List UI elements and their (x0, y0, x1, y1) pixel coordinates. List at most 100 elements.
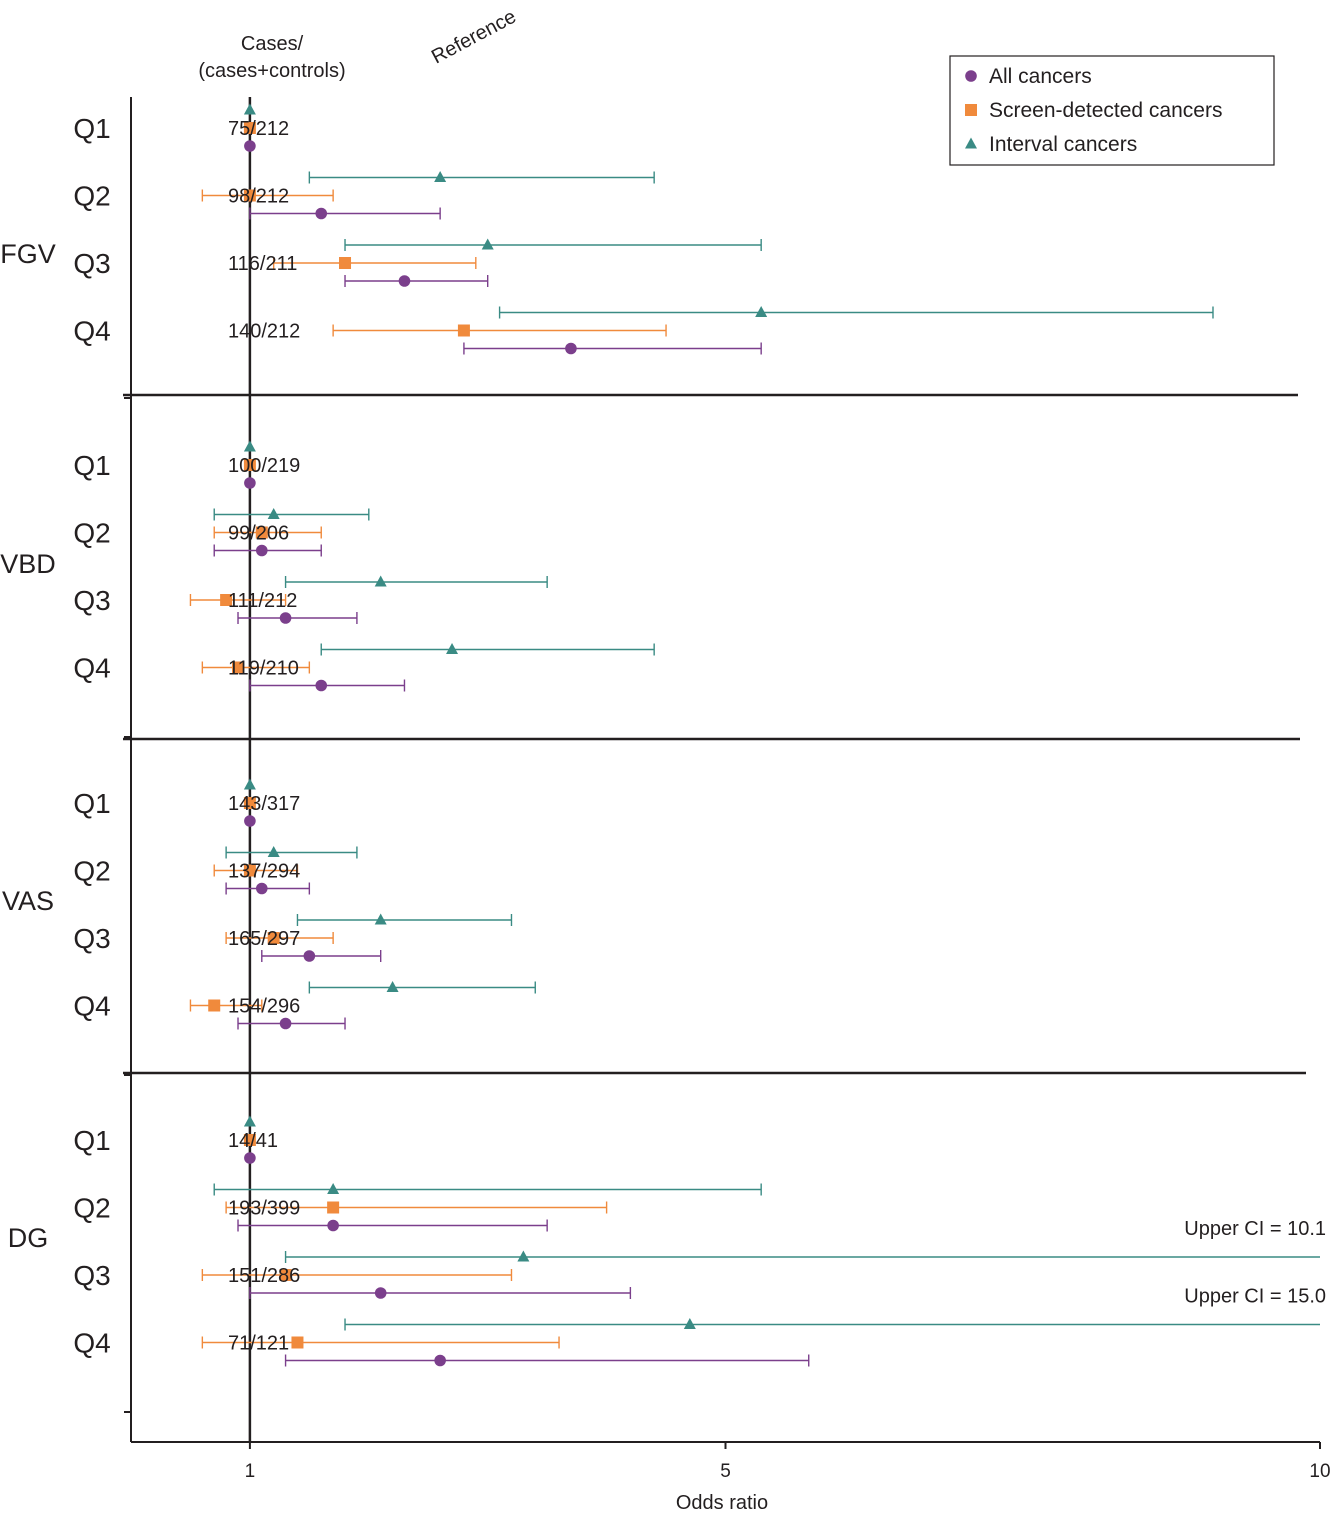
screen-detected-point (267, 932, 280, 944)
x-tick-label: 10 (1309, 1461, 1330, 1482)
case-count-label: 165/297 (228, 928, 300, 950)
quartile-label: Q2 (73, 518, 110, 549)
all-cancers-point (315, 679, 328, 692)
all-cancers-point (303, 950, 316, 962)
screen-detected-point (232, 661, 245, 674)
group-label: DG (8, 1223, 49, 1253)
screen-detected-point (339, 257, 352, 269)
screen-detected-point (208, 999, 221, 1012)
interval-cancers-point (327, 1183, 340, 1194)
cases-column-header-line2: (cases+controls) (198, 60, 345, 82)
case-count-label: 111/212 (228, 590, 297, 612)
quartile-label: Q4 (73, 1328, 110, 1359)
screen-detected-point (291, 1336, 304, 1349)
case-count-label: 137/294 (228, 861, 300, 883)
screen-detected-point (243, 864, 256, 877)
case-count-label: 100/219 (228, 455, 300, 477)
screen-detected-point (279, 1269, 292, 1281)
data-marks: Upper CI = 10.1 Upper CI = 15.0 (189, 103, 1326, 1367)
axes: 1 5 10 (124, 97, 1331, 1482)
quartile-label: Q3 (73, 585, 110, 616)
screen-detected-point (243, 189, 256, 202)
all-cancers-point (244, 477, 256, 489)
case-count-label: 116/211 (228, 253, 297, 275)
interval-cancers-point (683, 1318, 696, 1329)
screen-detected-point (243, 797, 256, 809)
case-count-label: 154/296 (228, 996, 300, 1018)
legend-label-interval: Interval cancers (989, 133, 1137, 156)
all-cancers-point (244, 815, 256, 827)
interval-cancers-point (374, 575, 387, 587)
case-count-label: 193/399 (228, 1198, 300, 1220)
case-count-label: 75/212 (228, 118, 289, 140)
all-cancers-point (244, 1152, 256, 1164)
screen-detected-point (243, 1134, 256, 1146)
quartile-label: Q2 (73, 181, 110, 212)
all-cancers-point (327, 1219, 339, 1232)
row-labels: FGV Q1 75/212 Q2 98/212 Q3 116/211 Q4 140/212 VBD… (0, 113, 300, 1359)
screen-detected-point (255, 526, 268, 539)
quartile-label: Q3 (73, 923, 110, 954)
screen-detected-point (243, 122, 256, 134)
legend-label-all: All cancers (989, 65, 1092, 88)
all-cancers-point (255, 882, 268, 895)
case-count-label: 71/121 (228, 1333, 289, 1355)
quartile-label: Q4 (73, 653, 110, 684)
interval-cancers-point (243, 440, 256, 452)
group-separators (123, 393, 1306, 1075)
x-tick-label: 5 (720, 1461, 731, 1482)
case-count-label: 140/212 (228, 321, 300, 343)
cases-column-header-line1: Cases/ (241, 33, 304, 55)
all-cancers-point (374, 1287, 387, 1299)
upper-ci-note: Upper CI = 10.1 (1184, 1218, 1326, 1240)
case-count-label: 98/212 (228, 186, 289, 208)
screen-detected-point (243, 459, 256, 471)
screen-detected-point (965, 104, 977, 116)
all-cancers-point (244, 140, 256, 152)
interval-cancers-point (434, 171, 447, 182)
all-cancers-point (255, 544, 268, 557)
quartile-label: Q2 (73, 1193, 110, 1224)
group-label: FGV (0, 239, 56, 269)
legend: All cancers Screen-detected cancers Interv… (949, 55, 1275, 166)
interval-cancers-point (481, 238, 494, 250)
interval-cancers-point (446, 643, 459, 654)
interval-cancers-point (243, 103, 256, 115)
quartile-label: Q1 (73, 788, 110, 819)
screen-detected-point (220, 594, 233, 606)
case-count-label: 119/210 (228, 658, 299, 680)
all-cancers-point (315, 207, 328, 220)
quartile-label: Q1 (73, 1125, 110, 1156)
interval-cancers-point (243, 1115, 256, 1127)
interval-cancers-point (965, 137, 977, 149)
case-count-label: 14/41 (228, 1130, 278, 1152)
all-cancers-point (279, 612, 292, 624)
case-count-label: 151/286 (228, 1265, 300, 1287)
case-count-label: 99/206 (228, 523, 289, 545)
all-cancers-point (279, 1017, 292, 1030)
legend-label-screen: Screen-detected cancers (989, 99, 1222, 122)
interval-cancers-point (374, 913, 387, 925)
screen-detected-point (457, 324, 470, 337)
all-cancers-point (398, 275, 411, 287)
interval-cancers-point (386, 981, 399, 992)
group-label: VAS (2, 886, 54, 916)
interval-cancers-point (267, 508, 280, 519)
quartile-label: Q2 (73, 856, 110, 887)
all-cancers-point (965, 70, 977, 82)
interval-cancers-point (243, 778, 256, 790)
reference-label: Reference (428, 6, 520, 69)
all-cancers-point (565, 342, 577, 355)
interval-cancers-point (517, 1250, 530, 1262)
x-axis-title: Odds ratio (676, 1492, 768, 1514)
screen-detected-point (327, 1201, 340, 1214)
interval-cancers-point (267, 846, 280, 857)
all-cancers-point (434, 1354, 446, 1367)
quartile-label: Q1 (73, 450, 110, 481)
quartile-label: Q1 (73, 113, 110, 144)
x-tick-label: 1 (245, 1461, 256, 1482)
case-count-label: 143/317 (228, 793, 300, 815)
interval-cancers-point (755, 306, 768, 317)
quartile-label: Q3 (73, 248, 110, 279)
